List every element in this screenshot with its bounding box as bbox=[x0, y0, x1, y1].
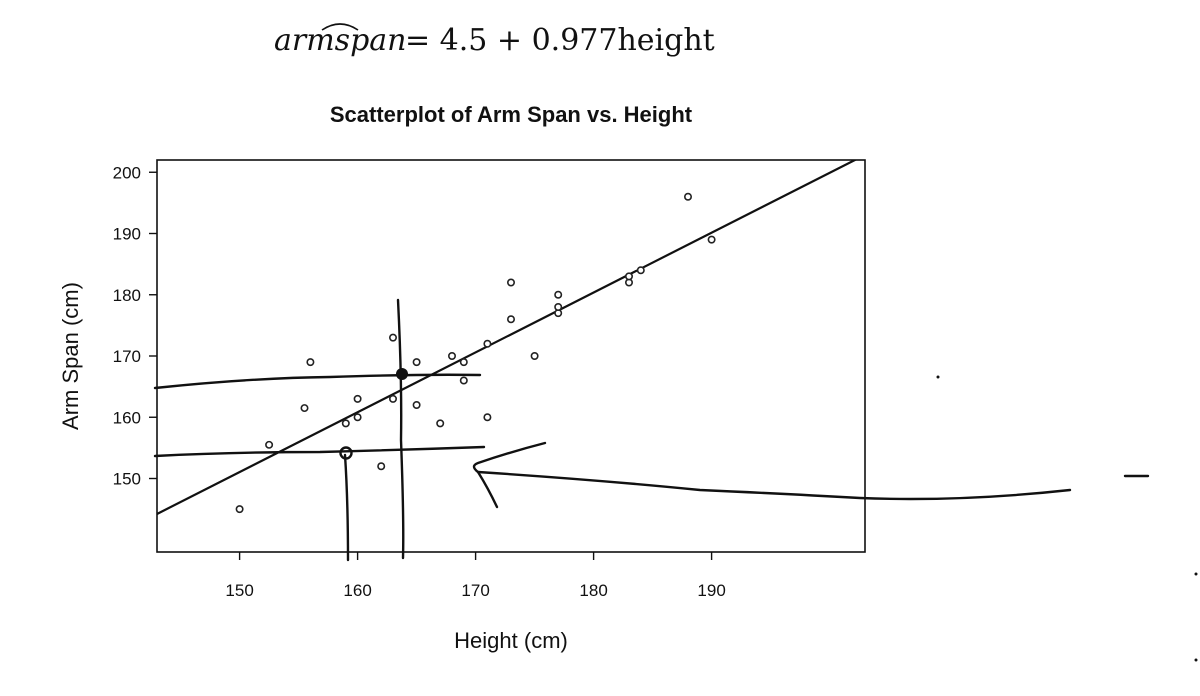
ink-speck-2 bbox=[1194, 572, 1198, 576]
data-points bbox=[235, 192, 716, 514]
scatter-point bbox=[377, 462, 386, 471]
x-tick-label: 150 bbox=[225, 581, 253, 600]
ink-speck-3 bbox=[1194, 658, 1198, 662]
x-tick-label: 170 bbox=[461, 581, 489, 600]
scatter-point bbox=[636, 266, 645, 275]
scatter-point bbox=[483, 339, 492, 348]
scatter-point bbox=[506, 278, 515, 287]
y-tick-label: 200 bbox=[113, 163, 141, 182]
y-tick-label: 170 bbox=[113, 347, 141, 366]
scatter-point bbox=[707, 235, 716, 244]
y-tick-label: 160 bbox=[113, 408, 141, 427]
scatter-point bbox=[436, 419, 445, 428]
ink-stroke-upper-horizontal bbox=[153, 373, 482, 390]
scatter-point bbox=[300, 404, 309, 413]
scatter-point bbox=[306, 358, 315, 367]
y-tick-label: 180 bbox=[113, 286, 141, 305]
scatter-point bbox=[265, 440, 274, 449]
ink-stroke-vertical-left bbox=[343, 453, 350, 562]
scatter-point bbox=[506, 315, 515, 324]
scatter-point bbox=[459, 376, 468, 385]
scatter-point bbox=[235, 505, 244, 514]
x-tick-label: 180 bbox=[579, 581, 607, 600]
ink-stroke-lower-horizontal bbox=[153, 445, 486, 458]
ink-stroke-long bbox=[476, 470, 1072, 501]
equation-rhs: = 4.5 + 0.977height bbox=[405, 23, 715, 58]
scatter-point bbox=[683, 192, 692, 201]
scatter-point bbox=[353, 394, 362, 403]
regression-equation: armspan = 4.5 + 0.977height bbox=[274, 23, 715, 58]
chart-title: Scatterplot of Arm Span vs. Height bbox=[330, 102, 693, 127]
y-tick-label: 150 bbox=[113, 470, 141, 489]
scatter-point bbox=[353, 413, 362, 422]
ink-dot-upper bbox=[396, 368, 408, 380]
y-axis: 150 160 170 180 190 200 bbox=[113, 163, 157, 489]
ink-stroke-vertical-right bbox=[396, 298, 405, 560]
x-tick-label: 160 bbox=[343, 581, 371, 600]
handwritten-annotations bbox=[153, 298, 1198, 662]
ink-stroke-hook bbox=[472, 441, 547, 509]
scatter-point bbox=[412, 358, 421, 367]
scatter-point bbox=[554, 290, 563, 299]
scatter-point bbox=[483, 413, 492, 422]
x-axis-label: Height (cm) bbox=[454, 628, 568, 653]
scatter-point bbox=[341, 419, 350, 428]
x-axis: 150 160 170 180 190 bbox=[225, 552, 726, 600]
y-tick-label: 190 bbox=[113, 225, 141, 244]
scatter-point bbox=[412, 400, 421, 409]
scatter-point bbox=[447, 351, 456, 360]
equation-hat-icon bbox=[321, 23, 359, 31]
regression-line bbox=[157, 160, 858, 515]
x-tick-label: 190 bbox=[697, 581, 725, 600]
equation-lhs: armspan bbox=[274, 23, 406, 58]
y-axis-label: Arm Span (cm) bbox=[58, 282, 83, 430]
scatter-point bbox=[554, 302, 563, 311]
ink-speck-1 bbox=[936, 375, 940, 379]
scatter-point bbox=[459, 358, 468, 367]
ink-circle-lower bbox=[339, 446, 353, 460]
scatter-point bbox=[388, 333, 397, 342]
scatter-point bbox=[530, 351, 539, 360]
scatter-point bbox=[388, 394, 397, 403]
scatter-point bbox=[624, 272, 633, 281]
